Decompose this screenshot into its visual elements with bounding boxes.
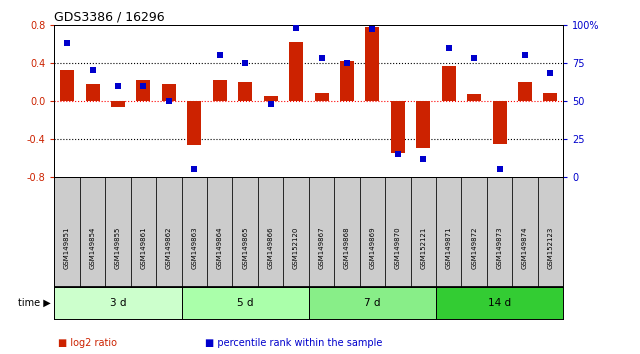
Point [291, 25, 301, 31]
Text: GSM149866: GSM149866 [268, 227, 274, 269]
Bar [212, 80, 227, 101]
Bar [461, 177, 487, 287]
Text: GSM149870: GSM149870 [395, 227, 401, 269]
Bar [238, 82, 252, 101]
Bar [391, 101, 405, 153]
Bar [162, 84, 176, 101]
Bar [467, 94, 481, 101]
Text: GSM152121: GSM152121 [420, 227, 426, 269]
Bar [136, 80, 150, 101]
Bar [385, 177, 411, 287]
Bar [365, 27, 380, 101]
Bar [289, 42, 303, 101]
Point [266, 101, 276, 107]
Bar [309, 287, 436, 319]
Point [495, 167, 505, 172]
Text: GSM149873: GSM149873 [497, 227, 502, 269]
Bar [442, 66, 456, 101]
Text: GSM149867: GSM149867 [319, 227, 324, 269]
Text: GSM149854: GSM149854 [90, 227, 95, 269]
Bar [156, 177, 182, 287]
Text: GSM149872: GSM149872 [471, 227, 477, 269]
Bar [416, 101, 430, 148]
Bar [360, 177, 385, 287]
Bar [188, 101, 202, 145]
Bar [106, 177, 131, 287]
Bar [436, 287, 563, 319]
Text: ■ log2 ratio: ■ log2 ratio [58, 338, 116, 348]
Text: GSM152123: GSM152123 [547, 227, 554, 269]
Text: GDS3386 / 16296: GDS3386 / 16296 [54, 11, 165, 24]
Point [418, 156, 428, 161]
Point [469, 56, 479, 61]
Bar [487, 177, 513, 287]
Bar [182, 177, 207, 287]
Bar [207, 177, 232, 287]
Bar [131, 177, 156, 287]
Text: GSM149874: GSM149874 [522, 227, 528, 269]
Point [393, 152, 403, 157]
Bar [493, 101, 507, 144]
Bar [60, 70, 74, 101]
Bar [314, 93, 328, 101]
Bar [182, 287, 309, 319]
Text: GSM149863: GSM149863 [191, 227, 197, 269]
Point [545, 71, 556, 76]
Bar [436, 177, 461, 287]
Point [444, 45, 454, 50]
Text: GSM149855: GSM149855 [115, 227, 121, 269]
Text: GSM152120: GSM152120 [293, 227, 299, 269]
Point [164, 98, 174, 104]
Text: 5 d: 5 d [237, 298, 253, 308]
Bar [543, 93, 557, 101]
Point [367, 27, 378, 32]
Bar [309, 177, 334, 287]
Text: GSM149864: GSM149864 [217, 227, 223, 269]
Bar [111, 101, 125, 107]
Text: GSM149868: GSM149868 [344, 227, 350, 269]
Point [240, 60, 250, 66]
Text: GSM149865: GSM149865 [242, 227, 248, 269]
Text: 7 d: 7 d [364, 298, 381, 308]
Bar [284, 177, 309, 287]
Text: GSM149861: GSM149861 [140, 227, 147, 269]
Bar [340, 61, 354, 101]
Bar [538, 177, 563, 287]
Point [520, 52, 530, 58]
Point [214, 52, 225, 58]
Point [62, 40, 72, 46]
Point [316, 56, 326, 61]
Text: ■ percentile rank within the sample: ■ percentile rank within the sample [205, 338, 382, 348]
Bar [86, 84, 100, 101]
Bar [513, 177, 538, 287]
Point [342, 60, 352, 66]
Text: GSM149869: GSM149869 [369, 227, 376, 269]
Bar [80, 177, 105, 287]
Bar [54, 287, 182, 319]
Text: time ▶: time ▶ [19, 298, 51, 308]
Bar [232, 177, 258, 287]
Point [88, 68, 98, 73]
Bar [258, 177, 284, 287]
Bar [264, 96, 278, 101]
Bar [54, 177, 80, 287]
Text: GSM149862: GSM149862 [166, 227, 172, 269]
Text: 3 d: 3 d [109, 298, 126, 308]
Text: 14 d: 14 d [488, 298, 511, 308]
Bar [518, 82, 532, 101]
Point [189, 167, 200, 172]
Point [113, 83, 123, 88]
Point [138, 83, 148, 88]
Text: GSM149851: GSM149851 [64, 227, 70, 269]
Bar [411, 177, 436, 287]
Text: GSM149871: GSM149871 [445, 227, 452, 269]
Bar [334, 177, 360, 287]
